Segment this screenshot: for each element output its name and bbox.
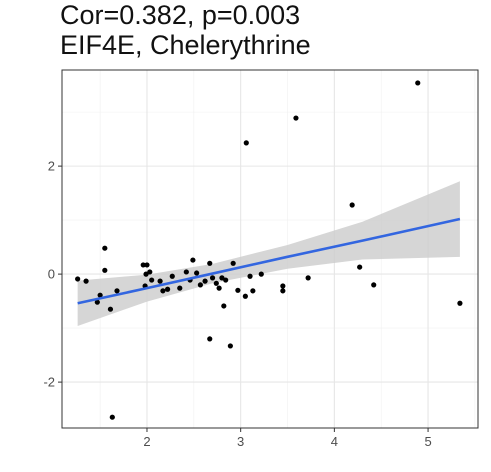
point	[258, 271, 264, 277]
x-tick-label: 3	[237, 434, 244, 449]
point	[293, 115, 299, 121]
point	[109, 414, 115, 420]
point	[177, 285, 183, 291]
point	[243, 140, 249, 146]
point	[160, 288, 166, 294]
point	[164, 286, 171, 292]
point	[140, 262, 146, 268]
point	[457, 300, 463, 306]
point	[250, 288, 256, 294]
grid	[62, 70, 478, 428]
point	[144, 262, 150, 268]
point	[221, 303, 227, 309]
point	[207, 336, 213, 342]
point	[280, 283, 286, 289]
point	[102, 267, 108, 273]
point	[349, 202, 355, 208]
point	[169, 273, 175, 279]
point	[94, 299, 100, 305]
point	[280, 288, 286, 294]
chart-title: Cor=0.382, p=0.003	[60, 0, 300, 30]
x-tick-label: 5	[424, 434, 431, 449]
point	[107, 306, 114, 312]
point	[202, 278, 208, 284]
point	[216, 285, 222, 291]
fit-line	[77, 217, 461, 305]
point	[183, 269, 189, 275]
chart-subtitle: EIF4E, Chelerythrine	[60, 30, 311, 60]
point	[227, 343, 233, 349]
point	[357, 264, 363, 270]
y-tick-label: 2	[48, 159, 55, 174]
point	[75, 276, 81, 282]
point	[149, 277, 155, 283]
confidence-band	[77, 181, 460, 326]
point	[190, 257, 196, 263]
point	[247, 273, 253, 279]
panel-border	[61, 69, 479, 429]
point	[147, 269, 153, 275]
point	[305, 275, 311, 281]
point	[83, 278, 89, 284]
point	[114, 288, 120, 294]
point	[213, 280, 219, 286]
x-tick-label: 2	[143, 434, 150, 449]
point	[157, 278, 163, 284]
y-tick-label: -2	[43, 375, 55, 390]
point	[97, 292, 103, 298]
point	[223, 277, 229, 283]
point	[371, 282, 377, 288]
point	[194, 270, 200, 276]
point	[209, 275, 216, 281]
point	[415, 80, 421, 86]
y-tick-label: 0	[48, 267, 55, 282]
marks-layer	[75, 80, 463, 420]
point	[230, 260, 236, 266]
band-layer	[77, 181, 460, 326]
x-tick-label: 4	[331, 434, 338, 449]
point	[207, 260, 213, 266]
point	[242, 293, 248, 299]
point	[197, 282, 203, 288]
point	[102, 245, 108, 251]
point	[235, 287, 241, 293]
